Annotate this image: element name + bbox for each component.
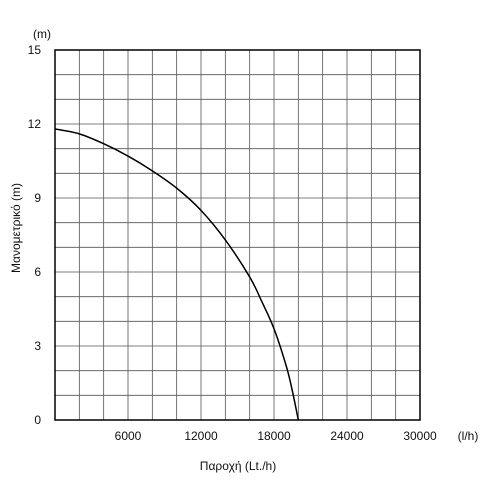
y-tick-label: 15 bbox=[28, 43, 42, 57]
y-axis-title: Μανομετρικό (m) bbox=[9, 183, 23, 273]
grid bbox=[55, 50, 420, 420]
y-tick-label: 0 bbox=[34, 413, 41, 427]
x-unit-label: (l/h) bbox=[458, 429, 479, 443]
y-tick-label: 9 bbox=[34, 191, 41, 205]
x-axis-title: Παροχή (Lt./h) bbox=[200, 459, 276, 473]
x-tick-label: 6000 bbox=[115, 429, 142, 443]
series-line bbox=[54, 128, 300, 421]
plot-frame bbox=[54, 49, 421, 421]
y-tick-label: 3 bbox=[34, 339, 41, 353]
y-unit-label: (m) bbox=[33, 27, 51, 41]
x-tick-label: 24000 bbox=[330, 429, 364, 443]
x-tick-label: 30000 bbox=[403, 429, 437, 443]
x-tick-labels: 6000 12000 18000 24000 30000 bbox=[115, 429, 437, 443]
y-tick-label: 12 bbox=[28, 117, 42, 131]
x-tick-label: 12000 bbox=[184, 429, 218, 443]
y-tick-labels: 0 3 6 9 12 15 bbox=[28, 43, 42, 427]
y-tick-label: 6 bbox=[34, 265, 41, 279]
x-tick-label: 18000 bbox=[257, 429, 291, 443]
